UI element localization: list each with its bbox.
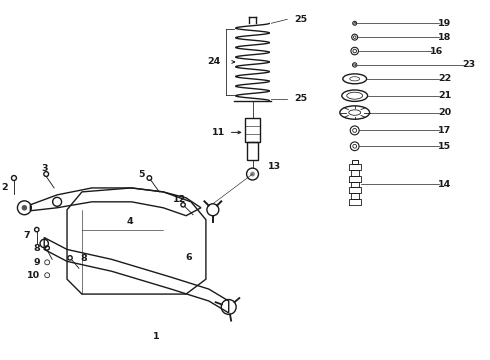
Text: 10: 10 bbox=[27, 271, 40, 280]
Text: 17: 17 bbox=[439, 126, 452, 135]
Text: 22: 22 bbox=[439, 74, 452, 83]
Text: 14: 14 bbox=[439, 180, 452, 189]
Text: 15: 15 bbox=[439, 142, 451, 151]
Bar bbox=[247, 142, 258, 160]
Text: 9: 9 bbox=[34, 258, 40, 267]
Text: 19: 19 bbox=[439, 19, 452, 28]
Circle shape bbox=[22, 205, 27, 211]
Text: 6: 6 bbox=[186, 253, 193, 262]
Text: 2: 2 bbox=[1, 184, 8, 193]
Text: 13: 13 bbox=[268, 162, 281, 171]
Text: 3: 3 bbox=[41, 163, 48, 172]
Text: 11: 11 bbox=[212, 128, 225, 137]
Text: 25: 25 bbox=[294, 94, 307, 103]
Text: 1: 1 bbox=[153, 332, 160, 341]
Text: 23: 23 bbox=[462, 60, 475, 69]
Text: 16: 16 bbox=[430, 46, 443, 55]
Bar bbox=[245, 118, 260, 142]
Text: 8: 8 bbox=[33, 244, 40, 253]
Text: 5: 5 bbox=[138, 170, 145, 179]
Text: 7: 7 bbox=[23, 231, 30, 240]
Text: 8: 8 bbox=[80, 254, 87, 263]
Text: 18: 18 bbox=[438, 33, 452, 42]
Bar bbox=[352, 160, 358, 164]
Circle shape bbox=[250, 172, 255, 176]
Text: 21: 21 bbox=[439, 91, 452, 100]
Text: 4: 4 bbox=[126, 217, 133, 226]
Text: 24: 24 bbox=[207, 58, 220, 67]
Text: 12: 12 bbox=[172, 195, 186, 204]
Text: 25: 25 bbox=[294, 15, 307, 24]
Text: 20: 20 bbox=[439, 108, 451, 117]
